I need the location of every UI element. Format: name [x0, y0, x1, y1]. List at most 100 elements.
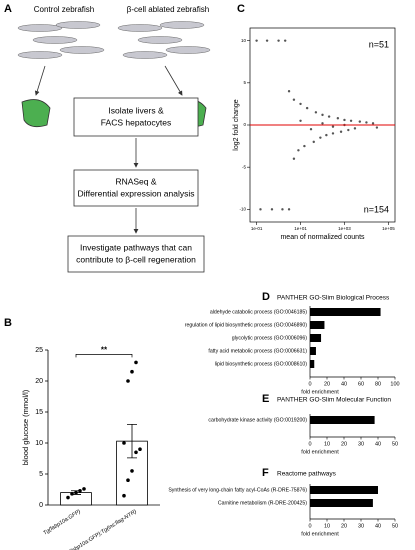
data-point: [321, 122, 324, 125]
data-point: [277, 39, 280, 42]
y-tick-label: -10: [239, 207, 246, 212]
y-tick-label: 25: [35, 347, 43, 354]
data-point: [138, 447, 142, 452]
x-axis-title: mean of normalized counts: [280, 234, 365, 241]
y-tick-label: -5: [242, 164, 246, 169]
data-point: [134, 360, 138, 365]
step-text: FACS hepatocytes: [101, 117, 171, 127]
step-text: Differential expression analysis: [77, 188, 194, 198]
x-tick-label: Tg(fabp10a:GFP): [42, 509, 82, 537]
x-tick-label: 100: [390, 381, 399, 387]
x-tick-label: 10: [324, 441, 330, 447]
y-tick-label: aldehyde catabolic process (GO:0046185): [210, 309, 307, 315]
data-point: [255, 39, 258, 42]
y-tick-label: 15: [35, 409, 43, 416]
data-point: [122, 493, 126, 498]
x-tick-label: 0: [308, 523, 311, 529]
x-tick-label: 40: [375, 441, 381, 447]
step-text: Investigate pathways that can: [80, 242, 192, 252]
x-tick-label: 1e+03: [338, 226, 351, 231]
data-point: [314, 111, 318, 114]
data-point: [353, 127, 357, 130]
data-point: [305, 106, 309, 110]
data-point: [66, 495, 70, 500]
x-tick-label: 40: [341, 381, 347, 387]
chart-title: PANTHER GO-Slim Molecular Function: [277, 397, 391, 404]
bar: [310, 360, 315, 368]
bar: [310, 321, 325, 329]
data-point: [134, 450, 138, 455]
bar: [310, 308, 381, 316]
x-tick-label: 80: [375, 381, 381, 387]
y-tick-label: 10: [35, 440, 43, 447]
panel-label: E: [262, 393, 269, 405]
y-tick-label: glycolytic process (GO:0006096): [232, 335, 308, 341]
x-tick-label: 30: [358, 523, 364, 529]
data-point: [312, 140, 315, 144]
y-tick-label: 0: [39, 502, 43, 509]
significance-label: **: [101, 346, 108, 355]
liver-icon: [21, 99, 51, 128]
bar: [310, 499, 373, 507]
group-title: Control zebrafish: [34, 5, 94, 14]
x-tick-label: 20: [341, 441, 347, 447]
error-bar: [127, 424, 137, 459]
data-point: [126, 478, 130, 483]
x-tick-label: 0: [308, 441, 311, 447]
annotation: n=154: [364, 204, 389, 214]
data-point: [365, 121, 368, 124]
x-axis-title: fold enrichment: [301, 531, 339, 537]
panel-label: F: [262, 467, 269, 479]
data-point: [321, 113, 324, 117]
x-tick-label: 1e+01: [294, 226, 307, 231]
data-point: [130, 469, 134, 473]
data-point: [130, 369, 134, 374]
data-point: [299, 119, 302, 122]
data-point: [292, 98, 296, 101]
data-point: [297, 149, 300, 152]
data-point: [309, 128, 313, 131]
data-point: [303, 144, 306, 148]
data-point: [265, 39, 269, 42]
bar: [310, 416, 375, 424]
data-point: [331, 132, 335, 135]
data-point: [327, 115, 331, 118]
y-axis-title: blood glucose (mmol/l): [21, 389, 30, 465]
data-point: [375, 126, 379, 129]
x-tick-label: 10: [324, 523, 330, 529]
y-tick-label: lipid biosynthetic process (GO:0008610): [215, 361, 308, 367]
data-point: [339, 130, 343, 133]
x-tick-label: 20: [324, 381, 330, 387]
data-point: [292, 157, 296, 160]
data-point: [283, 39, 287, 42]
y-tick-label: 20: [35, 378, 43, 385]
data-point: [287, 208, 291, 211]
y-tick-label: 0: [243, 122, 246, 127]
data-point: [126, 379, 130, 383]
x-tick-label: 0: [308, 381, 311, 387]
x-tick-label: 1e+05: [382, 226, 395, 231]
data-point: [82, 487, 86, 491]
bar: [310, 347, 316, 355]
y-tick-label: 5: [243, 80, 246, 85]
step-text: contribute to β-cell regeneration: [76, 254, 196, 264]
y-tick-label: regulation of lipid biosynthetic process…: [185, 322, 308, 328]
y-tick-label: 10: [241, 38, 247, 43]
data-point: [78, 488, 82, 493]
x-tick-label: 60: [358, 381, 364, 387]
annotation: n=51: [369, 39, 389, 49]
data-point: [336, 117, 340, 120]
panel-a: A Control zebrafish β-cell ablated zebra…: [4, 3, 211, 273]
panel-label: D: [262, 291, 270, 303]
arrows: [34, 65, 183, 234]
y-tick-label: fatty acid metabolic process (GO:0006631…: [208, 348, 307, 354]
data-point: [287, 90, 291, 93]
data-point: [281, 208, 284, 211]
step-text: RNASeq &: [115, 176, 156, 186]
panel-label: A: [4, 3, 12, 15]
data-point: [358, 120, 362, 123]
step-text: Isolate livers &: [108, 105, 164, 115]
y-axis-title: log2 fold change: [233, 99, 240, 150]
data-point: [259, 208, 262, 211]
